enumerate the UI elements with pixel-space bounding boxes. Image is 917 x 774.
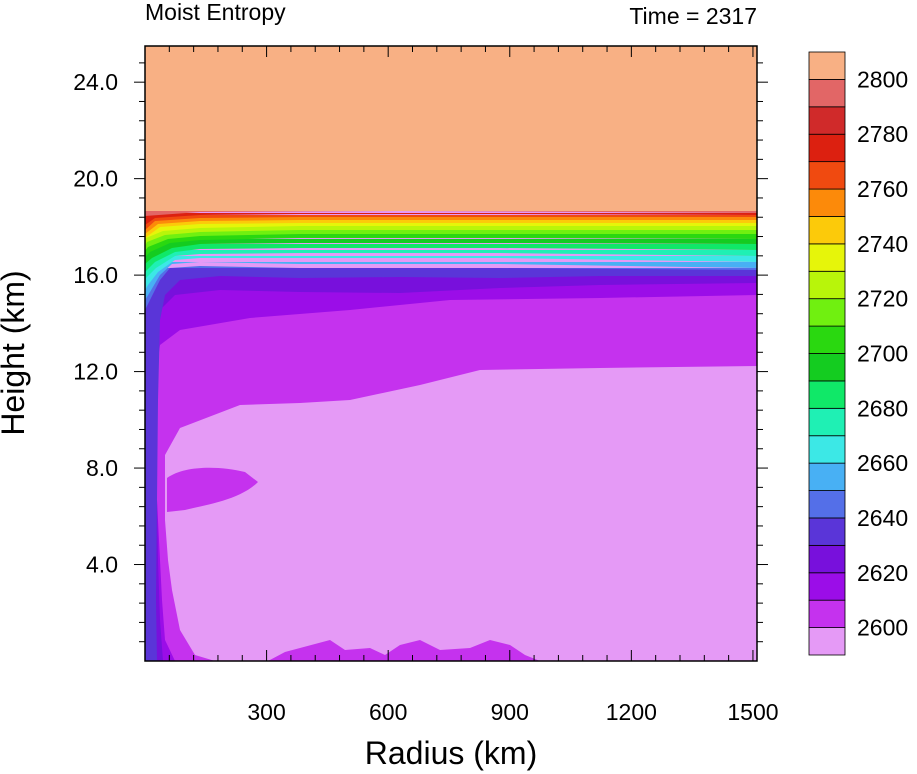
colorbar-label: 2700 [857,341,908,367]
colorbar-swatch [808,51,846,80]
x-tick-label: 1500 [727,699,778,725]
contour-fill-2720 [145,230,757,251]
colorbar-swatch [808,407,846,437]
contour-fill-2610 [145,268,757,661]
colorbar-swatch [808,133,846,163]
x-axis-label: Radius (km) [365,735,537,771]
colorbar-swatch [808,243,846,272]
contour-fill-2700 [145,239,757,264]
colorbar-label: 2660 [857,450,908,476]
colorbar-swatch [808,79,846,108]
colorbar-label: 2740 [857,231,908,257]
colorbar-swatch [808,627,846,656]
y-axis-ticks: 4.0 8.0 12.0 16.0 20.0 24.0 [73,62,768,643]
y-tick-label: 12.0 [73,359,118,385]
x-tick-label: 900 [491,699,529,725]
contour-fill-2620 [145,268,757,661]
y-tick-label: 20.0 [73,166,118,192]
colorbar-swatch [808,298,846,327]
colorbar: 2600 2620 2640 2660 2680 2700 2720 2740 2760 2780… [808,51,908,656]
contour-fill-2620-surface [268,640,540,661]
colorbar-swatch [808,490,846,519]
colorbar-swatch [808,106,846,135]
colorbar-label: 2780 [857,121,908,147]
chart-title-left: Moist Entropy [145,0,286,25]
chart-title-right: Time = 2317 [629,3,757,29]
colorbar-label: 2620 [857,560,908,586]
contour-fill-2790 [145,210,757,216]
contour-fill-2800 [145,46,757,211]
colorbar-swatch [808,188,846,217]
contour-fill-2680 [145,250,757,282]
contour-fill-2730 [145,226,757,246]
contour-fill-2660 [145,262,757,300]
y-tick-label: 4.0 [86,552,118,578]
contour-fill-2780 [145,213,757,225]
colorbar-label: 2760 [857,176,908,202]
colorbar-swatch [808,216,846,245]
y-tick-label: 8.0 [86,455,118,481]
contour-fill-2740 [145,223,757,242]
x-tick-label: 300 [247,699,285,725]
contour-fill-2710 [145,234,757,257]
colorbar-swatch [808,599,846,628]
colorbar-swatch [808,380,846,409]
plot-frame [144,45,758,662]
contour-plot [145,46,757,661]
colorbar-swatch [808,517,846,546]
y-tick-label: 16.0 [73,262,118,288]
plot-axes: 300 600 900 1200 1500 4.0 8.0 12.0 16.0 20.0 24.0 [73,45,779,725]
colorbar-label: 2640 [857,505,908,531]
colorbar-swatch [808,435,846,464]
colorbar-swatch [808,325,846,354]
contour-fill-2750 [145,220,757,238]
x-tick-label: 600 [369,699,407,725]
colorbar-swatch [808,462,846,491]
contour-fill-2770 [145,215,757,230]
contour-fill-2690 [145,244,757,272]
x-tick-label: 1200 [606,699,657,725]
colorbar-swatch [808,353,846,382]
colorbar-swatch [808,544,846,574]
colorbar-label: 2720 [857,286,908,312]
contour-fill-2760 [145,217,757,234]
x-axis-ticks: 300 600 900 1200 1500 [144,46,779,725]
colorbar-label: 2680 [857,395,908,421]
y-tick-label: 24.0 [73,69,118,95]
colorbar-swatch [808,161,846,190]
contour-fill-2670 [145,256,757,290]
colorbar-label: 2800 [857,66,908,92]
contour-fill-2620-lobe [167,467,258,512]
y-axis-label: Height (km) [0,270,31,435]
colorbar-swatch [808,572,846,601]
colorbar-swatch [808,270,846,300]
colorbar-label: 2600 [857,615,908,641]
